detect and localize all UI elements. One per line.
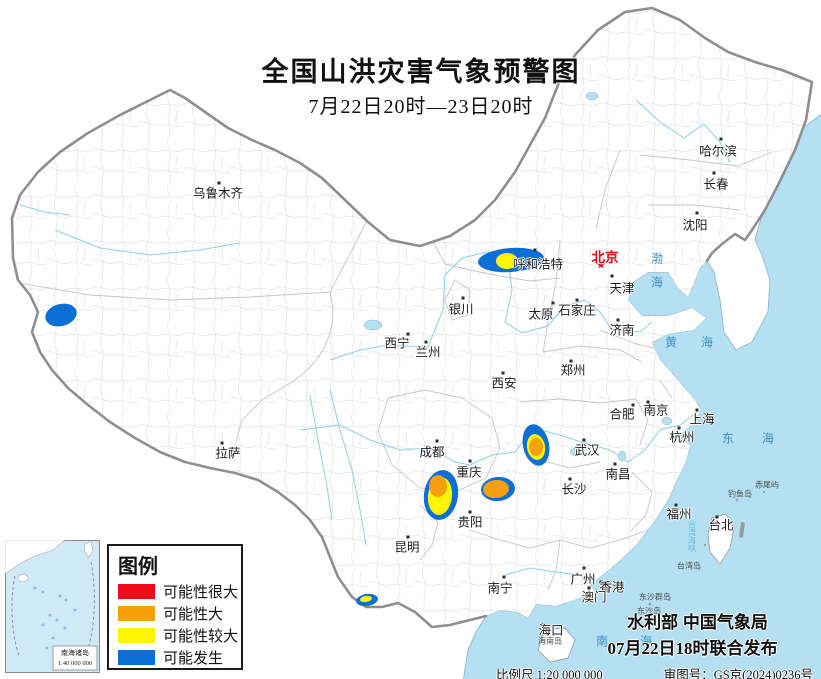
legend-swatch-red: [118, 583, 155, 599]
legend-label: 可能发生: [163, 650, 224, 667]
international-border: [10, 6, 814, 629]
warning-areas-layer: [45, 247, 550, 607]
footer-block: 水利部 中国气象局 07月22日18时联合发布 比例尺 1:20 000 000…: [470, 608, 815, 679]
scale-line: 比例尺 1:20 000 000 审图号：GS京(2024)0236号: [470, 664, 815, 679]
inset-mainland: [5, 540, 66, 575]
legend-label: 可能性较大: [163, 628, 239, 645]
inset-taiwan: [83, 541, 94, 558]
approval-number-text: 审图号：GS京(2024)0236号: [663, 668, 813, 679]
legend-swatch-orange: [118, 605, 155, 621]
warning-area-hubei-west-orange: [529, 438, 543, 456]
inset-hainan: [17, 574, 29, 582]
issued-time-text: 07月22日18时联合发布: [607, 639, 778, 658]
legend-swatch-yellow: [118, 627, 155, 643]
warning-area-west-tibet-border-blue: [45, 303, 77, 327]
legend-box: 图例 可能性很大 可能性大 可能性较大 可能发生: [107, 544, 243, 670]
publisher-text: 水利部 中国气象局: [627, 613, 768, 632]
county-texture: [12, 8, 812, 627]
lakes: [363, 91, 673, 462]
inset-label-box: [52, 645, 98, 671]
legend-swatch-blue: [118, 649, 155, 665]
map-title: 全国山洪灾害气象预警图: [261, 57, 581, 87]
legend-label: 可能性很大: [163, 584, 239, 601]
legend-row: 可能性较大: [118, 627, 241, 645]
small-islands: [648, 490, 766, 606]
warning-area-yunnan-south-yellow: [360, 595, 372, 603]
warning-area-hohhot-yellow: [496, 253, 518, 269]
legend-row: 可能发生: [118, 649, 241, 667]
inset-name-text: 南海诸岛: [61, 648, 89, 657]
taiwan-island: [707, 513, 735, 565]
warning-area-guizhou-east-orange: [483, 479, 509, 499]
south-china-sea-inset: 南海诸岛 1:40 000 000: [5, 540, 100, 673]
legend-row: 可能性很大: [118, 583, 241, 601]
legend-title: 图例: [118, 556, 158, 578]
inset-islands: [33, 586, 77, 650]
legend-row: 可能性大: [118, 605, 241, 623]
map-subtitle: 7月22日20时—23日20时: [308, 96, 534, 118]
inset-scale-text: 1:40 000 000: [58, 660, 92, 667]
warning-area-sichuan-south-orange: [429, 475, 447, 497]
hainan-island: [537, 627, 576, 663]
legend-label: 可能性大: [163, 606, 224, 623]
map-scale-text: 比例尺 1:20 000 000: [496, 668, 603, 679]
